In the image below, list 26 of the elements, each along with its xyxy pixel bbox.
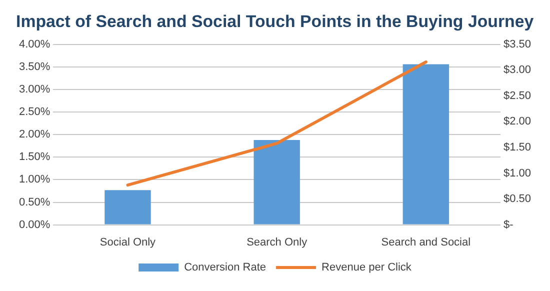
- x-tick-label: Search and Social: [381, 236, 471, 248]
- y2-tick-label: $1.50: [503, 142, 532, 154]
- y-tick-label: 0.00%: [18, 218, 50, 231]
- legend-label: Conversion Rate: [184, 262, 266, 274]
- y-tick-label: 2.00%: [18, 128, 50, 141]
- legend-label: Revenue per Click: [322, 262, 412, 274]
- y-tick-label: 0.50%: [18, 196, 50, 208]
- y-tick-label: 2.50%: [18, 106, 50, 118]
- bar: [104, 190, 151, 224]
- chart-title: Impact of Search and Social Touch Points in the Buying Journey: [16, 12, 534, 31]
- y2-tick-label: $0.50: [503, 193, 532, 206]
- y-tick-label: 3.00%: [18, 84, 50, 96]
- y2-tick-label: $3.00: [503, 64, 532, 76]
- x-tick-label: Search Only: [246, 236, 308, 248]
- y-tick-label: 1.50%: [18, 151, 50, 164]
- x-tick-label: Social Only: [100, 236, 156, 248]
- y2-tick-label: $2.50: [503, 90, 532, 102]
- bar: [254, 140, 300, 224]
- y2-tick-label: $1.00: [503, 167, 532, 180]
- y-tick-label: 4.00%: [18, 38, 50, 50]
- y2-tick-label: $2.00: [503, 116, 532, 128]
- y2-tick-label: $3.50: [503, 38, 532, 50]
- y-tick-label: 1.00%: [18, 174, 50, 186]
- bar: [402, 64, 450, 224]
- y2-tick-label: $-: [503, 218, 514, 231]
- y-tick-label: 3.50%: [18, 60, 50, 73]
